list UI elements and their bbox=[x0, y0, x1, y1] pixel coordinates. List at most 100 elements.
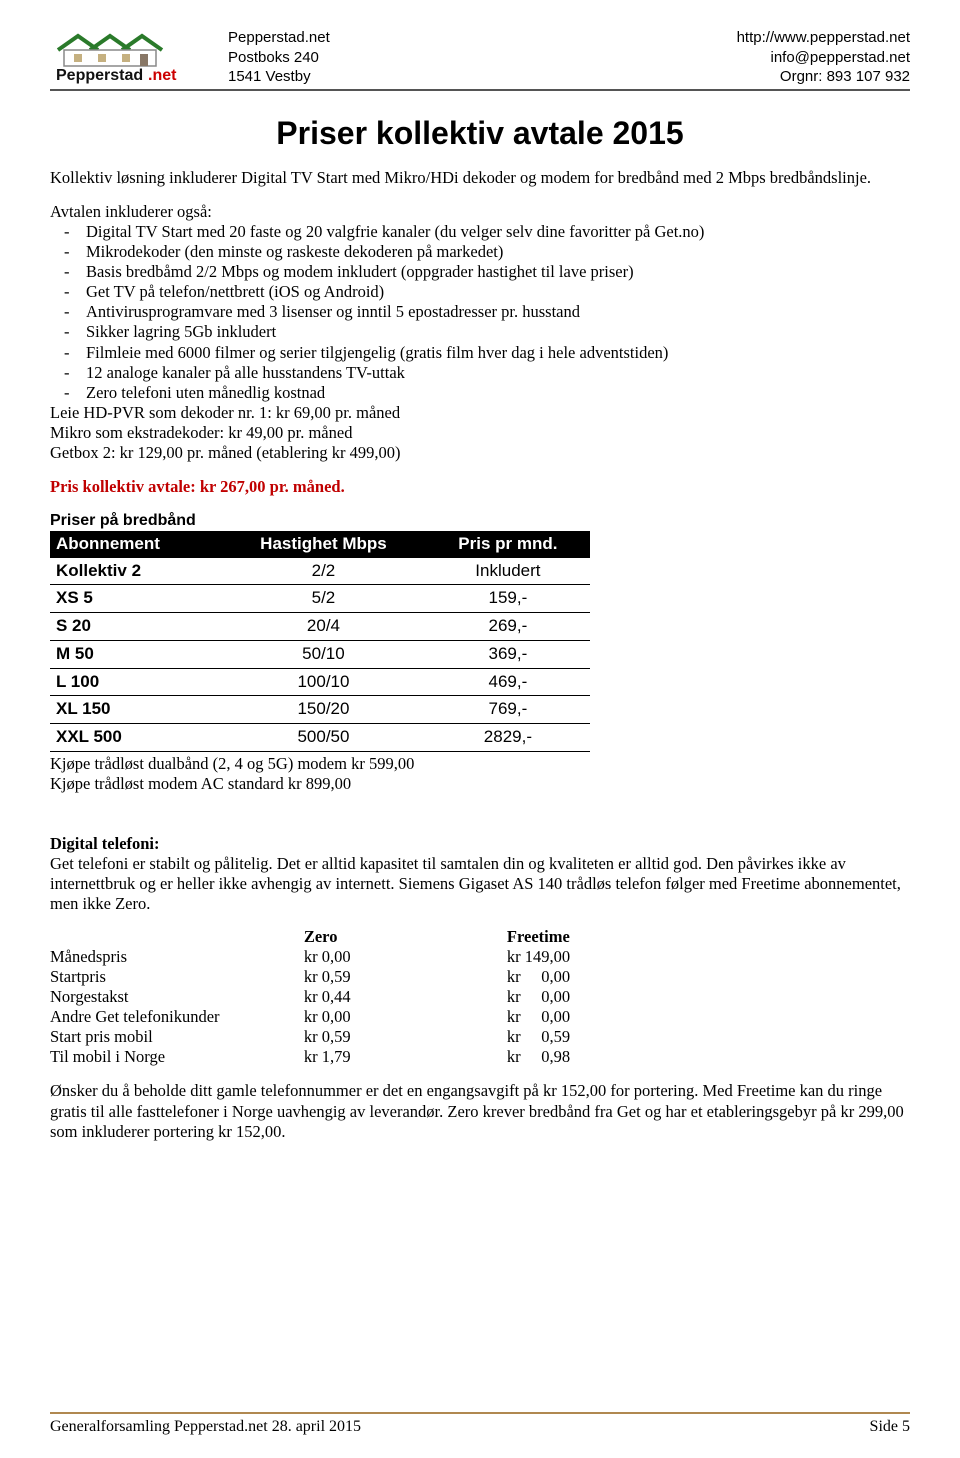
table-cell: 150/20 bbox=[221, 696, 426, 724]
col-pris: Pris pr mnd. bbox=[426, 531, 590, 558]
table-cell: 20/4 bbox=[221, 613, 426, 641]
letterhead: Pepperstad .net Pepperstad.net Postboks … bbox=[50, 28, 910, 91]
includes-item: Mikrodekoder (den minste og raskeste dek… bbox=[86, 242, 910, 262]
table-cell: 769,- bbox=[426, 696, 590, 724]
includes-item: Filmleie med 6000 filmer og serier tilgj… bbox=[86, 343, 910, 363]
includes-label: Avtalen inkluderer også: bbox=[50, 202, 910, 222]
after-table-line: Kjøpe trådløst modem AC standard kr 899,… bbox=[50, 774, 910, 794]
price-highlight: Pris kollektiv avtale: kr 267,00 pr. mån… bbox=[50, 477, 910, 497]
table-cell: 50/10 bbox=[221, 640, 426, 668]
sender-org: Orgnr: 893 107 932 bbox=[737, 67, 910, 87]
tel-row: Andre Get telefonikunderkr 0,00kr 0,00 bbox=[50, 1007, 710, 1027]
broadband-header: Priser på bredbånd bbox=[50, 511, 910, 531]
after-table-line: Kjøpe trådløst dualbånd (2, 4 og 5G) mod… bbox=[50, 754, 910, 774]
table-row: Kollektiv 22/2Inkludert bbox=[50, 558, 590, 585]
page-footer: Generalforsamling Pepperstad.net 28. apr… bbox=[50, 1412, 910, 1436]
table-cell: 5/2 bbox=[221, 585, 426, 613]
tel-freetime: kr 0,00 bbox=[507, 967, 710, 987]
sender-contact: http://www.pepperstad.net info@peppersta… bbox=[737, 28, 910, 87]
tel-zero: kr 0,59 bbox=[304, 1027, 507, 1047]
tel-zero: kr 1,79 bbox=[304, 1047, 507, 1067]
tel-row: Månedspriskr 0,00kr 149,00 bbox=[50, 947, 710, 967]
tel-zero: kr 0,00 bbox=[304, 947, 507, 967]
includes-item: Basis bredbåmd 2/2 Mbps og modem inklude… bbox=[86, 262, 910, 282]
tel-row: Norgestakstkr 0,44kr 0,00 bbox=[50, 987, 710, 1007]
table-cell: 2/2 bbox=[221, 558, 426, 585]
tel-zero: kr 0,44 bbox=[304, 987, 507, 1007]
telephony-para: Get telefoni er stabilt og pålitelig. De… bbox=[50, 854, 910, 914]
after-table-lines: Kjøpe trådløst dualbånd (2, 4 og 5G) mod… bbox=[50, 754, 910, 794]
table-cell: M 50 bbox=[50, 640, 221, 668]
tel-freetime: kr 0,98 bbox=[507, 1047, 710, 1067]
includes-item: Zero telefoni uten månedlig kostnad bbox=[86, 383, 910, 403]
sender-address: Pepperstad.net Postboks 240 1541 Vestby bbox=[228, 28, 330, 87]
sender-addr2: 1541 Vestby bbox=[228, 67, 330, 87]
table-row: M 5050/10369,- bbox=[50, 640, 590, 668]
includes-item: 12 analoge kanaler på alle husstandens T… bbox=[86, 363, 910, 383]
after-list-lines: Leie HD-PVR som dekoder nr. 1: kr 69,00 … bbox=[50, 403, 910, 463]
sender-email: info@pepperstad.net bbox=[737, 48, 910, 68]
table-cell: 500/50 bbox=[221, 724, 426, 752]
logo-text: Pepperstad bbox=[56, 67, 143, 84]
table-row: XS 55/2159,- bbox=[50, 585, 590, 613]
table-cell: 159,- bbox=[426, 585, 590, 613]
table-cell: 269,- bbox=[426, 613, 590, 641]
table-cell: Kollektiv 2 bbox=[50, 558, 221, 585]
table-cell: XS 5 bbox=[50, 585, 221, 613]
footer-right: Side 5 bbox=[870, 1418, 910, 1436]
table-cell: 100/10 bbox=[221, 668, 426, 696]
tel-label: Startpris bbox=[50, 967, 304, 987]
tel-row: Til mobil i Norgekr 1,79kr 0,98 bbox=[50, 1047, 710, 1067]
table-row: XXL 500500/502829,- bbox=[50, 724, 590, 752]
telephony-table: Zero Freetime Månedspriskr 0,00kr 149,00… bbox=[50, 927, 710, 1068]
table-cell: XXL 500 bbox=[50, 724, 221, 752]
table-cell: XL 150 bbox=[50, 696, 221, 724]
col-hastighet: Hastighet Mbps bbox=[221, 531, 426, 558]
tel-label: Start pris mobil bbox=[50, 1027, 304, 1047]
tel-zero: kr 0,00 bbox=[304, 1007, 507, 1027]
includes-item: Digital TV Start med 20 faste og 20 valg… bbox=[86, 222, 910, 242]
tel-freetime: kr 0,00 bbox=[507, 1007, 710, 1027]
tel-zero: kr 0,59 bbox=[304, 967, 507, 987]
table-cell: L 100 bbox=[50, 668, 221, 696]
telephony-after: Ønsker du å beholde ditt gamle telefonnu… bbox=[50, 1081, 910, 1141]
sender-addr1: Postboks 240 bbox=[228, 48, 330, 68]
after-list-line: Mikro som ekstradekoder: kr 49,00 pr. må… bbox=[50, 423, 910, 443]
tel-freetime: kr 0,59 bbox=[507, 1027, 710, 1047]
telephony-header: Digital telefoni: bbox=[50, 834, 910, 854]
includes-item: Antivirusprogramvare med 3 lisenser og i… bbox=[86, 302, 910, 322]
page-title: Priser kollektiv avtale 2015 bbox=[50, 115, 910, 152]
broadband-table: Abonnement Hastighet Mbps Pris pr mnd. K… bbox=[50, 531, 590, 752]
sender-name: Pepperstad.net bbox=[228, 28, 330, 48]
footer-left: Generalforsamling Pepperstad.net 28. apr… bbox=[50, 1418, 361, 1436]
table-row: S 2020/4269,- bbox=[50, 613, 590, 641]
table-cell: Inkludert bbox=[426, 558, 590, 585]
tel-row: Start pris mobilkr 0,59kr 0,59 bbox=[50, 1027, 710, 1047]
includes-item: Get TV på telefon/nettbrett (iOS og Andr… bbox=[86, 282, 910, 302]
tel-freetime: kr 149,00 bbox=[507, 947, 710, 967]
tel-freetime: kr 0,00 bbox=[507, 987, 710, 1007]
col-abonnement: Abonnement bbox=[50, 531, 221, 558]
table-cell: S 20 bbox=[50, 613, 221, 641]
includes-item: Sikker lagring 5Gb inkludert bbox=[86, 322, 910, 342]
table-cell: 369,- bbox=[426, 640, 590, 668]
after-list-line: Getbox 2: kr 129,00 pr. måned (etablerin… bbox=[50, 443, 910, 463]
tel-col-freetime: Freetime bbox=[507, 927, 710, 947]
tel-label: Til mobil i Norge bbox=[50, 1047, 304, 1067]
table-cell: 469,- bbox=[426, 668, 590, 696]
tel-label: Andre Get telefonikunder bbox=[50, 1007, 304, 1027]
tel-label: Månedspris bbox=[50, 947, 304, 967]
tel-row: Startpriskr 0,59kr 0,00 bbox=[50, 967, 710, 987]
table-row: XL 150150/20769,- bbox=[50, 696, 590, 724]
tel-col-empty bbox=[50, 927, 304, 947]
logo: Pepperstad .net bbox=[50, 28, 210, 86]
tel-col-zero: Zero bbox=[304, 927, 507, 947]
table-row: L 100100/10469,- bbox=[50, 668, 590, 696]
intro-text: Kollektiv løsning inkluderer Digital TV … bbox=[50, 168, 910, 188]
table-cell: 2829,- bbox=[426, 724, 590, 752]
svg-text:.net: .net bbox=[148, 67, 177, 84]
after-list-line: Leie HD-PVR som dekoder nr. 1: kr 69,00 … bbox=[50, 403, 910, 423]
sender-url: http://www.pepperstad.net bbox=[737, 28, 910, 48]
tel-label: Norgestakst bbox=[50, 987, 304, 1007]
includes-list: Digital TV Start med 20 faste og 20 valg… bbox=[50, 222, 910, 403]
